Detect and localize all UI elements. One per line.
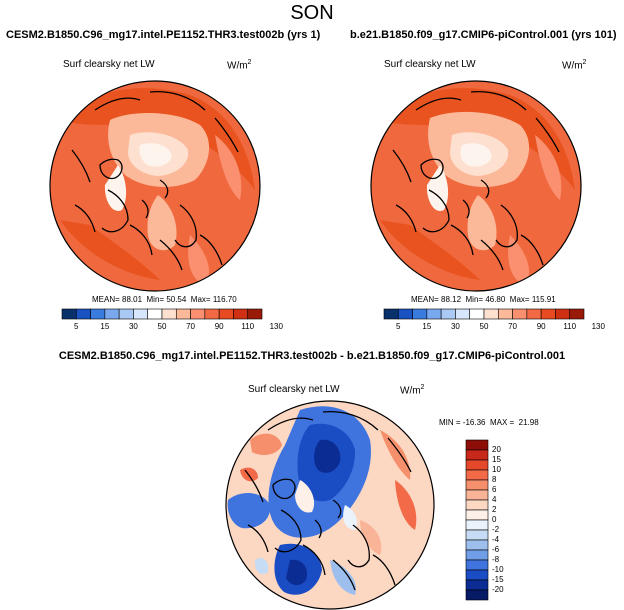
panel-1-variable-label: Surf clearsky net LW (63, 59, 155, 70)
diff-colorbar-swatch (465, 469, 489, 481)
colorbar-tick-label: 110 (241, 322, 255, 331)
diff-colorbar-swatch (465, 559, 489, 571)
colorbar-swatch (469, 308, 485, 320)
diff-colorbar-tick-label: -2 (492, 525, 500, 534)
panel-1-stats: MEAN= 88.01 Min= 50.54 Max= 116.70 (92, 295, 237, 304)
colorbar-swatch (133, 308, 149, 320)
colorbar-tick-label: 90 (536, 322, 546, 331)
diff-stats: MIN = -16.36 MAX = 21.98 (439, 418, 539, 427)
colorbar-tick-label: 130 (591, 322, 605, 331)
diff-colorbar-tick-label: 2 (492, 505, 497, 514)
diff-colorbar-swatch (465, 549, 489, 561)
panel-2-units: W/m2 (562, 59, 587, 72)
diff-colorbar-tick-label: -4 (492, 535, 500, 544)
diff-colorbar-swatch (465, 519, 489, 531)
diff-colorbar-tick-label: 4 (492, 495, 497, 504)
panel-1-colorbar-labels: 5 15 30 50 70 90 110 130 (62, 322, 283, 334)
panel-1-units: W/m2 (227, 59, 252, 72)
diff-colorbar-swatch (465, 579, 489, 591)
diff-colorbar-swatch (465, 449, 489, 461)
panel-2-variable-label: Surf clearsky net LW (384, 59, 476, 70)
diff-colorbar-swatch (465, 489, 489, 501)
colorbar-swatch (540, 308, 556, 320)
colorbar-swatch (118, 308, 134, 320)
diff-colorbar (465, 439, 489, 601)
diff-colorbar-swatch (465, 509, 489, 521)
colorbar-swatch (526, 308, 542, 320)
diff-colorbar-tick-label: 15 (492, 455, 501, 464)
diff-colorbar-swatch (465, 479, 489, 491)
panel-1-colorbar (61, 308, 263, 320)
diff-colorbar-tick-label: 10 (492, 465, 501, 474)
colorbar-swatch (455, 308, 471, 320)
figure-title: SON (290, 2, 334, 24)
diff-colorbar-tick-label: -10 (492, 565, 504, 574)
colorbar-swatch (412, 308, 428, 320)
diff-colorbar-tick-label: 0 (492, 515, 497, 524)
panel-2-stats: MEAN= 88.12 Min= 46.80 Max= 115.91 (411, 295, 556, 304)
diff-colorbar-swatch (465, 569, 489, 581)
colorbar-tick-label: 5 (396, 322, 401, 331)
panel-1-case-title: CESM2.B1850.C96_mg17.intel.PE1152.THR3.t… (6, 29, 321, 41)
colorbar-swatch (397, 308, 413, 320)
colorbar-swatch (383, 308, 399, 320)
colorbar-swatch (75, 308, 91, 320)
colorbar-swatch (147, 308, 163, 320)
colorbar-tick-label: 30 (128, 322, 138, 331)
colorbar-swatch (61, 308, 77, 320)
colorbar-tick-label: 15 (422, 322, 432, 331)
colorbar-swatch (247, 308, 263, 320)
diff-colorbar-tick-label: -6 (492, 545, 500, 554)
colorbar-swatch (512, 308, 528, 320)
colorbar-swatch (175, 308, 191, 320)
colorbar-tick-label: 70 (508, 322, 518, 331)
diff-colorbar-labels: 20 15 10 8 6 4 2 0 -2 -4 -6 -8 -10 -15 -20 (492, 440, 522, 600)
diff-title: CESM2.B1850.C96_mg17.intel.PE1152.THR3.t… (58, 350, 566, 362)
colorbar-tick-label: 70 (186, 322, 196, 331)
colorbar-swatch (218, 308, 234, 320)
colorbar-tick-label: 110 (563, 322, 577, 331)
diff-variable-label: Surf clearsky net LW (248, 384, 340, 395)
colorbar-tick-label: 50 (479, 322, 489, 331)
colorbar-swatch (483, 308, 499, 320)
panel-2-case-title: b.e21.B1850.f09_g17.CMIP6-piControl.001 … (350, 29, 617, 41)
colorbar-swatch (569, 308, 585, 320)
diff-colorbar-tick-label: 20 (492, 445, 501, 454)
colorbar-tick-label: 5 (74, 322, 79, 331)
colorbar-swatch (555, 308, 571, 320)
diff-colorbar-tick-label: -8 (492, 555, 500, 564)
colorbar-swatch (204, 308, 220, 320)
colorbar-tick-label: 30 (450, 322, 460, 331)
colorbar-swatch (440, 308, 456, 320)
colorbar-swatch (426, 308, 442, 320)
diff-units: W/m2 (400, 384, 425, 397)
colorbar-swatch (497, 308, 513, 320)
diff-colorbar-swatch (465, 439, 489, 451)
diff-colorbar-tick-label: 8 (492, 475, 497, 484)
colorbar-swatch (104, 308, 120, 320)
colorbar-tick-label: 50 (157, 322, 167, 331)
diff-colorbar-tick-label: -20 (492, 585, 504, 594)
colorbar-swatch (190, 308, 206, 320)
colorbar-swatch (161, 308, 177, 320)
colorbar-swatch (90, 308, 106, 320)
colorbar-tick-label: 130 (269, 322, 283, 331)
diff-colorbar-swatch (465, 499, 489, 511)
panel-2-colorbar (383, 308, 585, 320)
colorbar-swatch (233, 308, 249, 320)
diff-colorbar-swatch (465, 589, 489, 601)
diff-colorbar-swatch (465, 529, 489, 541)
colorbar-tick-label: 15 (100, 322, 110, 331)
diff-colorbar-tick-label: -15 (492, 575, 504, 584)
panel-2-colorbar-labels: 5 15 30 50 70 90 110 130 (384, 322, 605, 334)
diff-colorbar-swatch (465, 539, 489, 551)
diff-colorbar-swatch (465, 459, 489, 471)
colorbar-tick-label: 90 (214, 322, 224, 331)
diff-colorbar-tick-label: 6 (492, 485, 497, 494)
